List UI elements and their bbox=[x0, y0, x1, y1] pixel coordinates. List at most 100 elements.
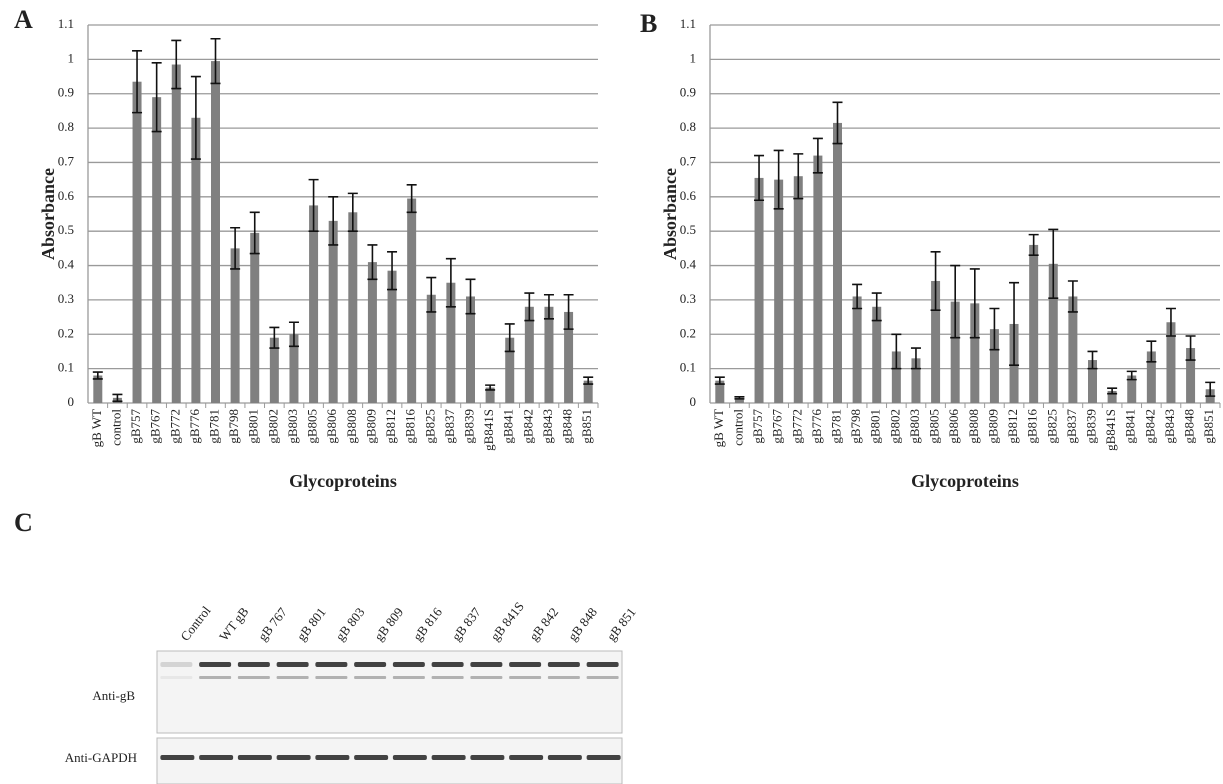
x-tick-label: gB825 bbox=[422, 409, 437, 444]
blot-band bbox=[238, 755, 272, 760]
y-axis-title: Absorbance bbox=[660, 168, 680, 260]
y-tick-label: 0.7 bbox=[58, 153, 75, 168]
blot-band bbox=[160, 755, 194, 760]
y-tick-label: 0.2 bbox=[58, 325, 74, 340]
x-tick-label: gB839 bbox=[1083, 409, 1098, 444]
x-tick-label: gB806 bbox=[946, 409, 961, 444]
y-tick-label: 0.8 bbox=[58, 119, 74, 134]
x-tick-label: gB809 bbox=[985, 409, 1000, 444]
blot-band bbox=[354, 755, 388, 760]
blot-band bbox=[587, 676, 619, 679]
y-tick-label: 1.1 bbox=[58, 16, 74, 31]
x-tick-label: gB WT bbox=[711, 409, 726, 447]
bar bbox=[309, 205, 318, 403]
bar bbox=[755, 178, 764, 403]
blot-band bbox=[315, 662, 347, 667]
blot-band bbox=[277, 662, 309, 667]
bar bbox=[211, 61, 220, 403]
bar bbox=[368, 262, 377, 403]
blot-band bbox=[160, 662, 192, 667]
lane-label: gB 848 bbox=[565, 605, 600, 644]
x-tick-label: gB848 bbox=[1182, 409, 1197, 444]
x-tick-label: gB781 bbox=[206, 409, 221, 444]
blot-band bbox=[509, 662, 541, 667]
blot-band bbox=[199, 662, 231, 667]
x-tick-label: gB841 bbox=[501, 409, 516, 444]
x-tick-label: gB837 bbox=[442, 409, 457, 444]
x-tick-label: gB801 bbox=[868, 409, 883, 444]
x-tick-label: gB837 bbox=[1064, 409, 1079, 444]
y-tick-label: 0.6 bbox=[680, 188, 697, 203]
y-tick-label: 0 bbox=[68, 394, 75, 409]
x-tick-label: gB802 bbox=[887, 409, 902, 444]
y-tick-label: 0.8 bbox=[680, 119, 696, 134]
x-tick-label: gB812 bbox=[383, 409, 398, 444]
blot-band bbox=[393, 676, 425, 679]
bar bbox=[388, 271, 397, 403]
x-tick-label: gB841 bbox=[1123, 409, 1138, 444]
x-tick-label: gB767 bbox=[770, 409, 785, 444]
x-axis-title: Glycoproteins bbox=[289, 471, 397, 491]
blot-band bbox=[432, 676, 464, 679]
x-tick-label: gB842 bbox=[1142, 409, 1157, 444]
x-tick-label: gB848 bbox=[560, 409, 575, 444]
lane-label: gB 837 bbox=[449, 604, 484, 644]
bar bbox=[231, 248, 240, 403]
y-tick-label: 0.1 bbox=[680, 360, 696, 375]
lane-label: gB 842 bbox=[526, 605, 561, 644]
blot-band bbox=[277, 755, 311, 760]
bar bbox=[250, 233, 259, 403]
y-tick-label: 0.7 bbox=[680, 153, 697, 168]
bar bbox=[133, 82, 142, 403]
bar bbox=[794, 176, 803, 403]
bar bbox=[833, 123, 842, 403]
blot-band bbox=[470, 676, 502, 679]
x-tick-label: gB805 bbox=[305, 409, 320, 444]
y-tick-label: 0.3 bbox=[680, 291, 696, 306]
row-label: Anti-GAPDH bbox=[65, 750, 137, 765]
blot-band bbox=[393, 755, 427, 760]
x-tick-label: gB841S bbox=[1103, 409, 1118, 451]
x-tick-label: gB798 bbox=[226, 409, 241, 444]
blot-band bbox=[548, 676, 580, 679]
x-tick-label: gB806 bbox=[324, 409, 339, 444]
blot-band bbox=[354, 676, 386, 679]
bar bbox=[544, 307, 553, 403]
figure: A00.10.20.30.40.50.60.70.80.911.1Absorba… bbox=[0, 0, 1223, 784]
x-axis-title: Glycoproteins bbox=[911, 471, 1019, 491]
lane-label: gB 803 bbox=[332, 605, 367, 644]
panel-label: C bbox=[14, 508, 33, 537]
lane-label: gB 809 bbox=[371, 605, 406, 644]
lane-label: gB 816 bbox=[410, 604, 445, 644]
x-tick-label: gB839 bbox=[461, 409, 476, 444]
blot-band bbox=[315, 676, 347, 679]
y-tick-label: 0.5 bbox=[680, 222, 696, 237]
x-tick-label: gB816 bbox=[1025, 409, 1040, 444]
y-tick-label: 0.9 bbox=[58, 85, 74, 100]
row-label: Anti-gB bbox=[92, 688, 135, 703]
x-tick-label: gB843 bbox=[540, 409, 555, 444]
y-tick-label: 0.5 bbox=[58, 222, 74, 237]
blot-band bbox=[315, 755, 349, 760]
blot-band bbox=[587, 755, 621, 760]
x-tick-label: gB776 bbox=[187, 409, 202, 444]
bar bbox=[1029, 245, 1038, 403]
lane-label: WT gB bbox=[216, 604, 252, 644]
x-tick-label: gB803 bbox=[907, 409, 922, 444]
blot-band bbox=[160, 676, 192, 679]
x-tick-label: gB798 bbox=[848, 409, 863, 444]
x-tick-label: gB816 bbox=[403, 409, 418, 444]
bar bbox=[348, 212, 357, 403]
x-tick-label: gB841S bbox=[481, 409, 496, 451]
blot-band bbox=[509, 755, 543, 760]
panel-label: B bbox=[640, 9, 657, 38]
x-tick-label: gB842 bbox=[520, 409, 535, 444]
y-tick-label: 0 bbox=[690, 394, 697, 409]
blot-band bbox=[470, 662, 502, 667]
y-tick-label: 0.1 bbox=[58, 360, 74, 375]
blot-band bbox=[432, 662, 464, 667]
panel-label: A bbox=[14, 5, 33, 34]
blot-band bbox=[199, 755, 233, 760]
x-tick-label: gB WT bbox=[89, 409, 104, 447]
x-tick-label: gB805 bbox=[927, 409, 942, 444]
